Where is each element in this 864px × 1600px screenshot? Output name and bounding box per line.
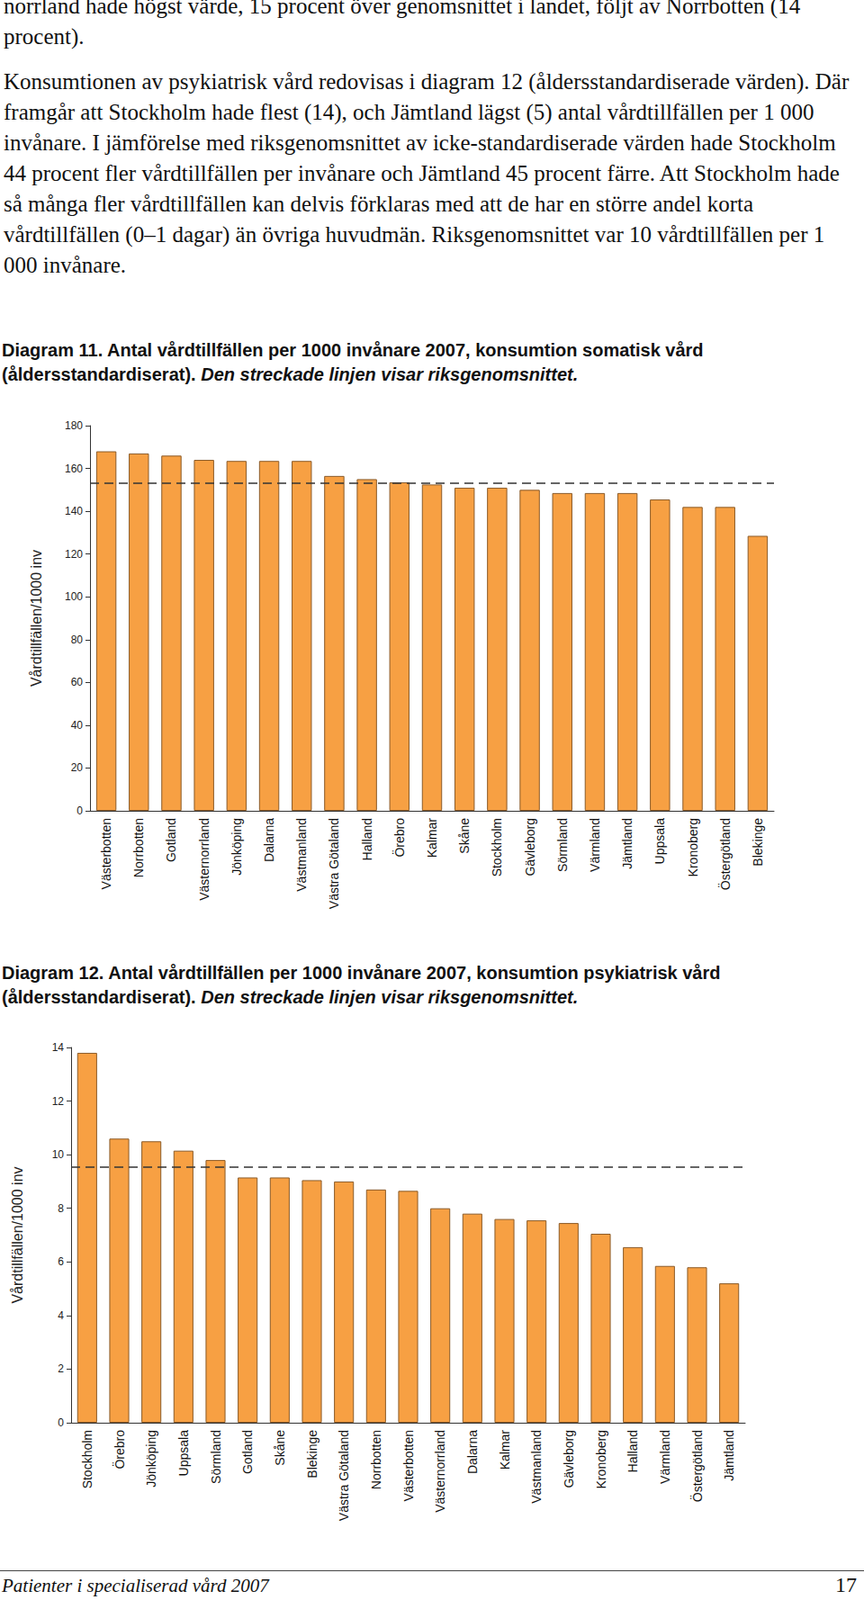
svg-text:Värmland: Värmland (587, 818, 603, 873)
svg-text:Skåne: Skåne (457, 818, 472, 855)
svg-text:Gotland: Gotland (240, 1430, 255, 1475)
svg-text:Skåne: Skåne (272, 1430, 288, 1467)
svg-text:12: 12 (52, 1095, 65, 1108)
svg-text:8: 8 (57, 1202, 64, 1215)
svg-text:100: 100 (64, 590, 83, 603)
svg-text:Kalmar: Kalmar (424, 818, 440, 859)
svg-text:Gotland: Gotland (163, 818, 179, 863)
svg-text:Stockholm: Stockholm (80, 1430, 95, 1489)
svg-text:Östergötland: Östergötland (689, 1430, 705, 1503)
svg-text:Blekinge: Blekinge (750, 818, 765, 867)
svg-text:Örebro: Örebro (391, 818, 407, 858)
svg-text:180: 180 (64, 419, 83, 432)
svg-text:4: 4 (57, 1309, 64, 1323)
svg-text:Jämtland: Jämtland (721, 1430, 737, 1482)
svg-text:80: 80 (71, 633, 84, 647)
svg-text:14: 14 (52, 1041, 65, 1054)
svg-text:Halland: Halland (360, 818, 375, 861)
svg-text:Västmanland: Västmanland (294, 818, 309, 892)
svg-text:Kronoberg: Kronoberg (685, 818, 701, 877)
svg-text:Västmanland: Västmanland (529, 1430, 544, 1504)
svg-text:Västerbotten: Västerbotten (401, 1430, 416, 1502)
svg-text:Norrbotten: Norrbotten (369, 1430, 384, 1490)
svg-text:Kronoberg: Kronoberg (594, 1430, 609, 1489)
svg-text:Jönköping: Jönköping (229, 818, 244, 876)
svg-text:Västerbotten: Västerbotten (99, 818, 114, 890)
html-text:Diagram 12. Antal vårdtillfäll: Diagram 12. Antal vårdtillfällen per 100… (1, 963, 721, 1008)
svg-text:Vårdtillfällen/1000 inv: Vårdtillfällen/1000 inv (9, 1166, 26, 1304)
svg-text:Östergötland: Östergötland (717, 818, 733, 891)
svg-text:6: 6 (57, 1255, 64, 1269)
svg-text:Gävleborg: Gävleborg (561, 1430, 576, 1489)
html-text:Diagram 11. Antal vårdtillfäll: Diagram 11. Antal vårdtillfällen per 100… (1, 340, 704, 385)
svg-text:Värmland: Värmland (657, 1430, 673, 1485)
svg-text:Jämtland: Jämtland (620, 818, 635, 870)
svg-text:Norrbotten: Norrbotten (131, 818, 146, 878)
svg-text:Dalarna: Dalarna (465, 1430, 480, 1475)
svg-text:Kalmar: Kalmar (497, 1430, 513, 1471)
svg-text:Uppsala: Uppsala (176, 1430, 191, 1477)
svg-text:Sörmland: Sörmland (208, 1430, 224, 1485)
svg-text:120: 120 (64, 548, 83, 561)
svg-text:Västra Götaland: Västra Götaland (336, 1430, 351, 1521)
svg-text:Örebro: Örebro (111, 1430, 127, 1470)
svg-text:Uppsala: Uppsala (652, 818, 667, 865)
svg-text:60: 60 (71, 675, 84, 689)
svg-text:Dalarna: Dalarna (261, 818, 277, 863)
html-text:Patienter i specialiserad vård: Patienter i specialiserad vård 2007 (1, 1575, 269, 1597)
html-text:17: 17 (835, 1573, 857, 1597)
svg-text:0: 0 (76, 804, 83, 818)
svg-text:Västra Götaland: Västra Götaland (326, 818, 342, 909)
svg-text:140: 140 (64, 504, 83, 518)
svg-text:2: 2 (57, 1362, 64, 1376)
svg-text:40: 40 (71, 719, 84, 732)
svg-text:20: 20 (71, 761, 84, 774)
svg-text:160: 160 (64, 462, 83, 476)
svg-text:10: 10 (52, 1148, 65, 1161)
svg-text:0: 0 (57, 1416, 64, 1430)
svg-text:Gävleborg: Gävleborg (522, 818, 538, 877)
svg-text:Stockholm: Stockholm (489, 818, 504, 877)
svg-text:Sörmland: Sörmland (555, 818, 570, 873)
svg-text:Jönköping: Jönköping (144, 1430, 159, 1488)
svg-text:Blekinge: Blekinge (305, 1430, 320, 1479)
svg-text:Västernorrland: Västernorrland (432, 1430, 448, 1513)
svg-text:Halland: Halland (625, 1430, 640, 1473)
svg-text:Vårdtillfällen/1000 inv: Vårdtillfällen/1000 inv (28, 549, 45, 687)
svg-text:Västernorrland: Västernorrland (197, 818, 212, 901)
html-text:Konsumtionen av psykiatrisk vå: Konsumtionen av psykiatrisk vård redovis… (3, 69, 849, 278)
